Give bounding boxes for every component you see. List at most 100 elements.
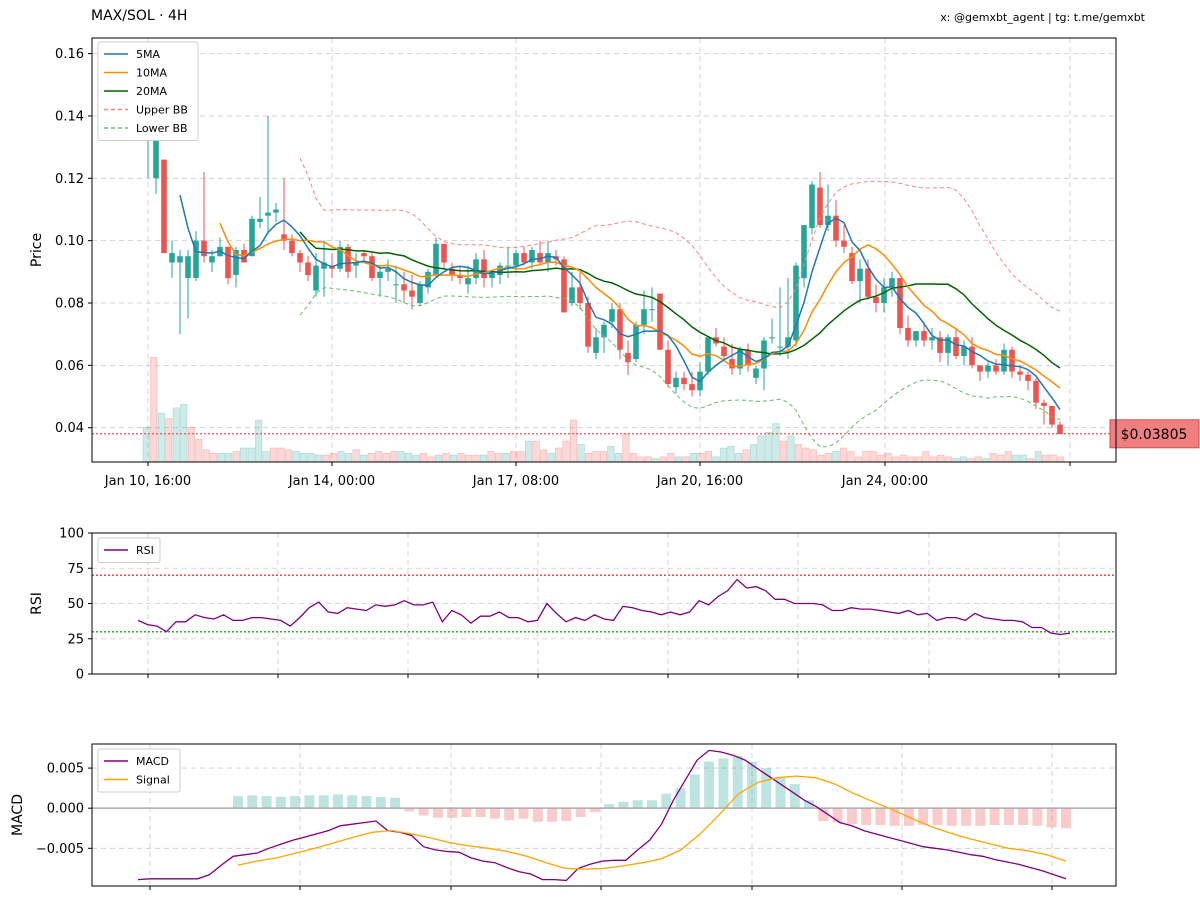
current-price-tag: $0.03805 bbox=[1109, 419, 1200, 449]
price-legend-label: Lower BB bbox=[136, 122, 188, 135]
macd-histogram-bar bbox=[975, 808, 986, 826]
macd-histogram-bar bbox=[946, 808, 957, 826]
candle-body bbox=[281, 234, 287, 241]
candle-body bbox=[689, 384, 695, 391]
volume-bar bbox=[539, 449, 548, 463]
candle-body bbox=[505, 265, 511, 267]
price-ytick-label: 0.06 bbox=[55, 359, 84, 374]
candle-body bbox=[801, 225, 807, 279]
candle-body bbox=[881, 287, 887, 303]
candle-body bbox=[193, 240, 199, 278]
candle-body bbox=[817, 187, 823, 225]
macd-histogram-bar bbox=[647, 800, 657, 809]
volume-bar bbox=[285, 449, 293, 463]
macd-histogram-bar bbox=[1046, 808, 1057, 828]
candle-body bbox=[521, 253, 527, 263]
volume-bar bbox=[697, 452, 705, 463]
candle-body bbox=[169, 253, 175, 263]
volume-bar bbox=[187, 426, 195, 463]
volume-bar bbox=[442, 452, 450, 463]
volume-bar bbox=[1057, 456, 1065, 463]
volume-bar bbox=[719, 447, 728, 463]
macd-histogram-bar bbox=[475, 808, 486, 817]
macd-histogram-bar bbox=[704, 761, 715, 809]
candle-body bbox=[873, 296, 879, 303]
candle-body bbox=[993, 365, 999, 372]
candle-body bbox=[1025, 374, 1031, 381]
candle-body bbox=[545, 253, 551, 263]
candle-body bbox=[1049, 405, 1055, 425]
volume-bar bbox=[802, 447, 810, 463]
macd-histogram-bar bbox=[761, 768, 772, 809]
macd-histogram-bar bbox=[275, 796, 286, 809]
volume-bars bbox=[142, 356, 1065, 463]
macd-histogram-bar bbox=[518, 808, 529, 819]
volume-bar bbox=[487, 451, 495, 463]
price-xtick-label: Jan 10, 16:00 bbox=[104, 474, 191, 489]
volume-bar bbox=[352, 449, 360, 463]
price-ytick-label: 0.04 bbox=[55, 421, 84, 436]
volume-bar bbox=[997, 454, 1005, 463]
candle-body bbox=[561, 259, 567, 313]
volume-bar bbox=[577, 444, 585, 463]
rsi-ytick-label: 25 bbox=[67, 632, 84, 647]
macd-histogram-bar bbox=[661, 793, 672, 809]
macd-ytick-label: 0.005 bbox=[47, 762, 84, 777]
candle-body bbox=[1041, 402, 1047, 406]
candle-body bbox=[969, 346, 975, 366]
volume-bar bbox=[764, 431, 773, 463]
macd-histogram-bar bbox=[532, 808, 543, 822]
volume-bar bbox=[307, 452, 315, 463]
price-legend-label: 20MA bbox=[136, 85, 167, 98]
rsi-legend-box bbox=[97, 537, 161, 563]
candle-body bbox=[249, 218, 255, 257]
macd-histogram-bar bbox=[989, 808, 1000, 825]
candle-body bbox=[473, 259, 479, 279]
macd-histogram-bar bbox=[1018, 808, 1029, 825]
volume-bar bbox=[892, 456, 900, 463]
macd-ylabel: MACD bbox=[10, 794, 26, 836]
ma5-line bbox=[179, 194, 1061, 411]
macd-histogram-bar bbox=[675, 788, 686, 809]
volume-bar bbox=[644, 456, 653, 463]
macd-histogram-bar bbox=[432, 808, 443, 818]
volume-bar bbox=[914, 456, 922, 463]
macd-grid: −0.005 0.000 0.005 bbox=[36, 744, 1116, 890]
candle-body bbox=[513, 253, 519, 266]
macd-histogram-bar bbox=[375, 796, 386, 809]
volume-bar bbox=[390, 451, 398, 463]
candle-body bbox=[913, 331, 919, 341]
candle-body bbox=[425, 271, 431, 288]
candle-body bbox=[1001, 349, 1007, 372]
volume-bar bbox=[854, 456, 862, 463]
candle-body bbox=[529, 250, 535, 263]
candle-body bbox=[921, 331, 927, 341]
macd-histogram-bar bbox=[875, 808, 886, 825]
rsi-ytick-label: 75 bbox=[67, 562, 84, 577]
macd-histogram-bar bbox=[318, 795, 329, 809]
macd-legend: MACD Signal bbox=[97, 748, 181, 793]
rsi-ytick-label: 50 bbox=[67, 597, 84, 612]
volume-bar bbox=[262, 451, 270, 463]
volume-bar bbox=[832, 451, 840, 463]
volume-bar bbox=[217, 452, 225, 463]
candle-body bbox=[985, 365, 991, 372]
rsi-legend: RSI bbox=[97, 537, 161, 563]
candle-body bbox=[889, 278, 895, 288]
volume-bar bbox=[532, 440, 540, 463]
candle-body bbox=[385, 268, 391, 272]
macd-histogram-bar bbox=[861, 808, 872, 825]
macd-histogram-bar bbox=[618, 801, 629, 809]
price-legend-label: 10MA bbox=[136, 67, 167, 80]
rsi-panel-frame bbox=[91, 532, 1117, 675]
macd-panel-frame bbox=[91, 743, 1117, 887]
candle-body bbox=[745, 349, 751, 366]
candle-body bbox=[153, 122, 159, 179]
volume-bar bbox=[382, 452, 390, 463]
volume-bar bbox=[330, 452, 338, 463]
candle-body bbox=[657, 293, 663, 350]
volume-bar bbox=[652, 458, 660, 463]
rsi-ytick-label: 0 bbox=[76, 668, 84, 683]
volume-bar bbox=[517, 451, 525, 463]
macd-histogram-bar bbox=[447, 808, 458, 818]
